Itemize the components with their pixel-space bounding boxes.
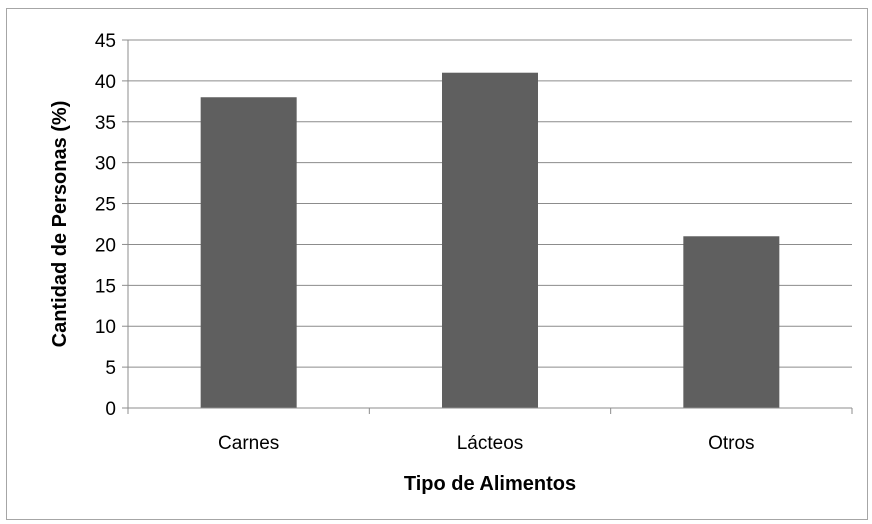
y-tick-label: 30 (95, 154, 116, 175)
y-tick-label: 0 (105, 399, 116, 420)
bars (200, 72, 780, 408)
y-tick-label: 10 (95, 317, 116, 338)
y-tick-label: 15 (95, 276, 116, 297)
y-tick-label: 35 (95, 113, 116, 134)
y-tick-label: 25 (95, 195, 116, 216)
x-tick-label: Lácteos (457, 433, 524, 454)
y-tick-label: 5 (105, 358, 116, 379)
bar-lácteos (442, 72, 538, 408)
tick-labels: 0 5 10 15 20 25 30 35 40 45 Carnes Lácteos Otros (95, 31, 755, 454)
x-axis-title: Tipo de Alimentos (404, 473, 576, 495)
bar-otros (683, 236, 780, 408)
axes (122, 39, 853, 414)
bar-carnes (200, 97, 297, 408)
y-axis-title: Cantidad de Personas (%) (49, 101, 71, 348)
y-tick-label: 20 (95, 235, 116, 256)
y-tick-label: 45 (95, 31, 116, 52)
x-tick-label: Carnes (218, 433, 279, 454)
x-tick-label: Otros (708, 433, 754, 454)
y-tick-label: 40 (95, 72, 116, 93)
